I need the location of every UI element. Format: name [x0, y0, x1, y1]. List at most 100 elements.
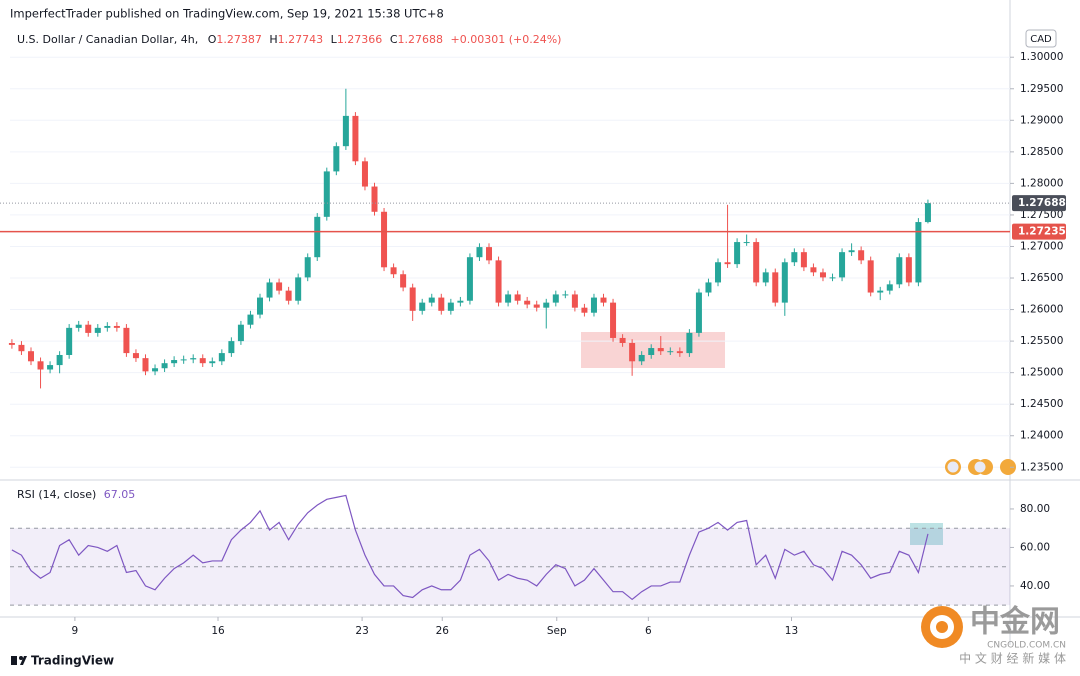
y-tick-label: 1.30000 [1020, 51, 1063, 63]
candle-body [381, 211, 388, 268]
candle-body [495, 260, 502, 303]
candle-body [314, 216, 321, 258]
candle-body [724, 262, 731, 265]
candle-body [85, 324, 92, 333]
candle-body [400, 274, 407, 288]
brand-name: TradingView [31, 654, 114, 668]
ohlc-label: C [390, 33, 398, 46]
candle-body [877, 290, 884, 293]
candle-body [667, 351, 674, 353]
candle-body [562, 294, 569, 296]
candle-body [543, 302, 550, 308]
candle-body [705, 282, 712, 293]
y-tick-label: 1.26000 [1020, 304, 1063, 316]
candle-body [237, 324, 244, 342]
candle-body [419, 302, 426, 311]
candle-body [218, 353, 225, 362]
ohlc-value: 1.27387 [216, 33, 262, 46]
candle-body [581, 307, 588, 313]
candle-body [361, 161, 368, 187]
y-tick-label: 1.26500 [1020, 272, 1063, 284]
candle-body [180, 359, 187, 361]
y-tick-label: 1.27000 [1020, 240, 1063, 252]
symbol-header: U.S. Dollar / Canadian Dollar, 4h, O1.27… [17, 33, 561, 46]
event-icons [945, 459, 1016, 475]
currency-badge [1025, 29, 1057, 48]
candle-body [132, 353, 139, 359]
candle-body [8, 342, 15, 345]
candle-body [247, 314, 254, 325]
candle-body [533, 304, 540, 308]
level-badge [1012, 223, 1066, 240]
candle-body [323, 171, 330, 217]
ohlc-label: O [208, 33, 217, 46]
candle-body [619, 337, 626, 343]
candle-body [390, 267, 397, 275]
candle-body [571, 294, 578, 308]
y-tick-label: 1.29000 [1020, 114, 1063, 126]
candle-body [486, 247, 493, 261]
candle-body [466, 257, 473, 301]
candle-body [896, 257, 903, 285]
watermark-domain: CNGOLD.COM.CN [987, 641, 1066, 651]
candle-body [285, 290, 292, 301]
candle-body [524, 300, 531, 305]
candle-body [266, 282, 273, 298]
candle-body [161, 363, 168, 369]
candle-body [409, 287, 416, 311]
candle-body [829, 277, 836, 279]
candle-body [113, 325, 120, 328]
plot [0, 56, 1010, 606]
y-tick-label: 1.24000 [1020, 430, 1063, 442]
rsi-header: RSI (14, close) 67.05 [17, 488, 135, 501]
last-price-badge [1012, 195, 1066, 212]
candle-body [428, 297, 435, 303]
y-tick-label: 1.28000 [1020, 177, 1063, 189]
x-tick-label: 9 [72, 625, 79, 637]
symbol-title: U.S. Dollar / Canadian Dollar, 4h, [17, 33, 198, 46]
candle-body [715, 262, 722, 283]
candle-body [295, 277, 302, 301]
x-tick-label: 26 [436, 625, 450, 637]
candle-body [352, 115, 359, 162]
ohlc-value: 1.27743 [278, 33, 324, 46]
candle-body [66, 327, 73, 355]
candle-body [304, 257, 311, 278]
candle-body [743, 242, 750, 244]
y-tick-label: 40.00 [1020, 580, 1050, 592]
rsi-line [11, 494, 929, 601]
candle-body [27, 351, 34, 362]
candle-body [505, 294, 512, 303]
candle-body [47, 365, 54, 370]
candle-body [18, 344, 25, 352]
candle-body [610, 302, 617, 338]
y-tick-label: 80.00 [1020, 503, 1050, 515]
ohlc-value: 1.27366 [337, 33, 383, 46]
y-tick-label: 1.25500 [1020, 335, 1063, 347]
candle-body [552, 294, 559, 303]
watermark-name: 中金网 [970, 605, 1060, 640]
last-price-label: 1.27688 [1018, 197, 1066, 209]
candle-body [676, 351, 683, 354]
candle-body [695, 292, 702, 333]
candle-body [924, 203, 931, 223]
candle-body [190, 358, 197, 360]
candle-body [819, 272, 826, 278]
candle-body [905, 257, 912, 283]
highlight-box [910, 523, 943, 545]
candle-body [686, 332, 693, 354]
candle-body [590, 297, 597, 313]
candle-body [209, 361, 216, 364]
y-tick-label: 1.24500 [1020, 398, 1063, 410]
candle-body [772, 272, 779, 303]
candle-body [142, 358, 149, 372]
x-tick-label: 16 [211, 625, 225, 637]
candle-body [781, 262, 788, 303]
y-tick-label: 1.25000 [1020, 367, 1063, 379]
candle-body [867, 260, 874, 293]
candle-body [199, 358, 206, 364]
candle-body [104, 325, 111, 328]
candle-body [638, 354, 645, 362]
watermark-tagline: 中 文 财 经 新 媒 体 [959, 651, 1066, 666]
